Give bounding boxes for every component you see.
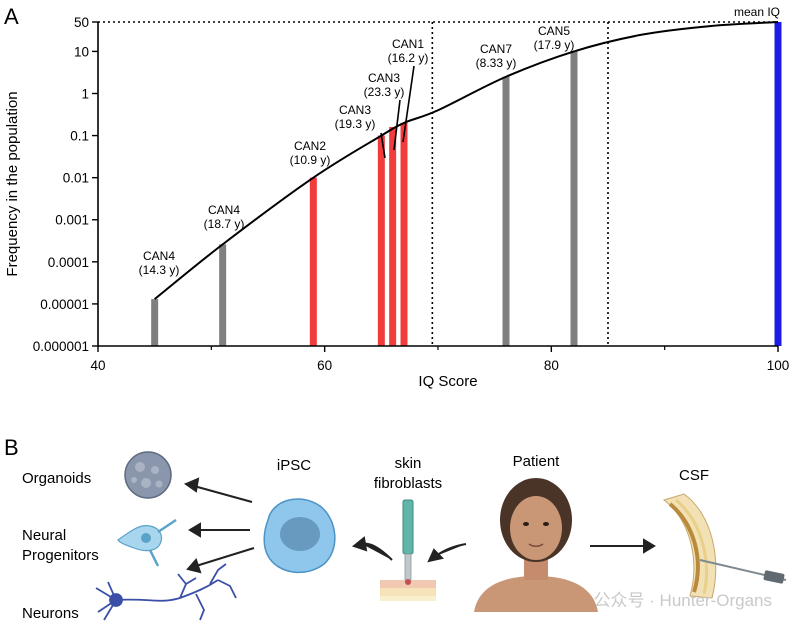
bar-label-age-2: (10.9 y) bbox=[290, 153, 331, 167]
leader-line-4 bbox=[393, 99, 401, 151]
y-axis-title: Frequency in the population bbox=[4, 91, 21, 276]
x-tick-label-1: 60 bbox=[317, 358, 332, 373]
neurons-label: Neurons bbox=[22, 605, 79, 622]
y-tick-label-5: 0.001 bbox=[55, 213, 89, 228]
y-tick-label-2: 1 bbox=[81, 86, 89, 101]
leader-line-3 bbox=[380, 132, 386, 159]
watermark-text: 公众号 · Hunter-Organs bbox=[593, 591, 772, 610]
bar-label-age-7: (17.9 y) bbox=[534, 38, 575, 52]
bar-7 bbox=[570, 51, 578, 347]
bar-label-age-6: (8.33 y) bbox=[476, 56, 517, 70]
bar-label-name-2: CAN2 bbox=[294, 139, 326, 153]
y-tick-label-7: 0.00001 bbox=[40, 297, 89, 312]
y-tick-label-8: 0.000001 bbox=[33, 339, 89, 354]
ipsc-label: iPSC bbox=[277, 457, 311, 474]
bar-8 bbox=[774, 22, 782, 346]
bar-label-name-1: CAN4 bbox=[208, 203, 240, 217]
patient-label: Patient bbox=[513, 453, 561, 470]
bar-label-age-1: (18.7 y) bbox=[204, 217, 245, 231]
bar-3 bbox=[377, 135, 385, 346]
axes: 50 10 1 0.1 0.01 0.001 0.0001 0.00001 0.00000140… bbox=[33, 15, 790, 373]
ipsc-cell-icon bbox=[263, 498, 336, 574]
bars bbox=[151, 22, 782, 347]
bar-label-name-0: CAN4 bbox=[143, 249, 175, 263]
x-tick-label-3: 100 bbox=[767, 358, 790, 373]
x-axis-title: IQ Score bbox=[418, 373, 477, 390]
differentiation-arrows bbox=[183, 477, 255, 574]
skin-fibroblasts-label-line1: skin bbox=[395, 455, 422, 472]
bar-label-name-4: CAN3 bbox=[368, 71, 400, 85]
bar-label-name-7: CAN5 bbox=[538, 24, 570, 38]
bar-4 bbox=[389, 126, 397, 346]
y-tick-label-6: 0.0001 bbox=[48, 255, 89, 270]
iq-frequency-chart: 50 10 1 0.1 0.01 0.001 0.0001 0.00001 0.00000140… bbox=[4, 5, 789, 390]
organoid-icon bbox=[124, 451, 172, 499]
y-tick-label-1: 10 bbox=[74, 44, 89, 59]
bar-label-age-5: (16.2 y) bbox=[388, 51, 429, 65]
x-tick-label-0: 40 bbox=[90, 358, 105, 373]
bar-label-name-6: CAN7 bbox=[480, 42, 512, 56]
spine-lumbar-puncture-icon bbox=[662, 493, 787, 599]
bar-label-age-4: (23.3 y) bbox=[364, 85, 405, 99]
panel-b-letter: B bbox=[4, 435, 19, 460]
y-tick-label-4: 0.01 bbox=[63, 171, 89, 186]
neuron-icon bbox=[95, 563, 237, 621]
csf-arrow bbox=[590, 538, 656, 554]
schematic: Organoids Neural Progenitors Neurons iPS… bbox=[22, 451, 787, 622]
mean-iq-label: mean IQ bbox=[734, 5, 780, 19]
panel-a-letter: A bbox=[4, 4, 19, 29]
bar-2 bbox=[309, 177, 317, 346]
skin-biopsy-icon bbox=[380, 499, 436, 601]
bar-label-name-3: CAN3 bbox=[339, 103, 371, 117]
neural-progenitors-label-line1: Neural bbox=[22, 527, 66, 544]
organoids-label: Organoids bbox=[22, 470, 91, 487]
skin-fibroblasts-label-line2: fibroblasts bbox=[374, 475, 442, 492]
bar-0 bbox=[151, 299, 159, 346]
bar-label-age-0: (14.3 y) bbox=[139, 263, 180, 277]
leader-line-5 bbox=[402, 65, 415, 143]
patient-icon bbox=[474, 478, 598, 612]
bar-label-age-3: (19.3 y) bbox=[335, 117, 376, 131]
bar-labels: CAN4(14.3 y)CAN4(18.7 y)CAN2(10.9 y)CAN3… bbox=[139, 24, 575, 277]
neural-progenitor-icon bbox=[117, 518, 177, 567]
bar-6 bbox=[502, 76, 510, 347]
bar-5 bbox=[400, 122, 408, 346]
reprogramming-arrow bbox=[351, 536, 393, 561]
neural-progenitors-label-line2: Progenitors bbox=[22, 547, 99, 564]
frequency-curve bbox=[154, 21, 779, 300]
reference-lines bbox=[98, 21, 778, 346]
bar-label-name-5: CAN1 bbox=[392, 37, 424, 51]
bar-1 bbox=[219, 244, 227, 346]
biopsy-arrow bbox=[427, 543, 467, 563]
x-tick-label-2: 80 bbox=[544, 358, 559, 373]
y-tick-label-0: 50 bbox=[74, 15, 89, 30]
csf-label: CSF bbox=[679, 467, 709, 484]
y-tick-label-3: 0.1 bbox=[70, 129, 89, 144]
